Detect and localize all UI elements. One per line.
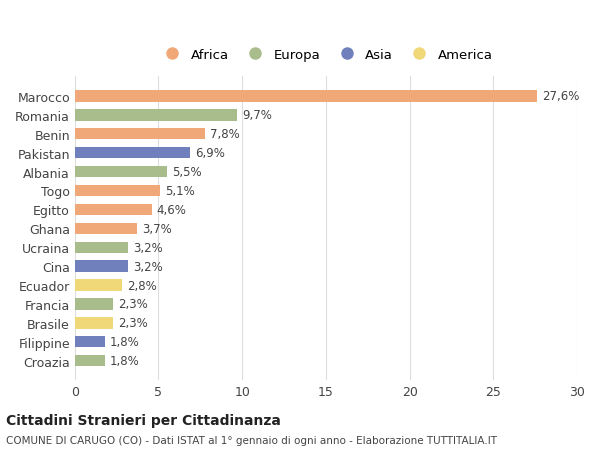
Text: 4,6%: 4,6% <box>157 203 187 216</box>
Text: 1,8%: 1,8% <box>110 336 140 348</box>
Text: 1,8%: 1,8% <box>110 354 140 367</box>
Text: 3,7%: 3,7% <box>142 222 172 235</box>
Bar <box>75 355 105 367</box>
Bar <box>75 336 105 347</box>
Text: Cittadini Stranieri per Cittadinanza: Cittadini Stranieri per Cittadinanza <box>6 413 281 427</box>
Text: 27,6%: 27,6% <box>542 90 579 103</box>
Bar <box>75 280 122 291</box>
Bar <box>75 148 190 159</box>
Text: 9,7%: 9,7% <box>242 109 272 122</box>
Text: 2,8%: 2,8% <box>127 279 157 292</box>
Bar <box>75 110 237 121</box>
Bar <box>75 261 128 272</box>
Bar <box>75 318 113 329</box>
Bar <box>75 167 167 178</box>
Bar <box>75 299 113 310</box>
Text: COMUNE DI CARUGO (CO) - Dati ISTAT al 1° gennaio di ogni anno - Elaborazione TUT: COMUNE DI CARUGO (CO) - Dati ISTAT al 1°… <box>6 435 497 445</box>
Bar <box>75 204 152 216</box>
Text: 3,2%: 3,2% <box>133 241 163 254</box>
Text: 3,2%: 3,2% <box>133 260 163 273</box>
Text: 5,1%: 5,1% <box>165 185 195 197</box>
Legend: Africa, Europa, Asia, America: Africa, Europa, Asia, America <box>155 45 497 65</box>
Text: 2,3%: 2,3% <box>118 298 148 311</box>
Text: 5,5%: 5,5% <box>172 166 202 179</box>
Text: 7,8%: 7,8% <box>211 128 240 141</box>
Text: 2,3%: 2,3% <box>118 317 148 330</box>
Bar <box>75 223 137 235</box>
Bar <box>75 91 537 102</box>
Bar <box>75 242 128 253</box>
Bar <box>75 185 160 197</box>
Bar <box>75 129 205 140</box>
Text: 6,9%: 6,9% <box>195 147 225 160</box>
